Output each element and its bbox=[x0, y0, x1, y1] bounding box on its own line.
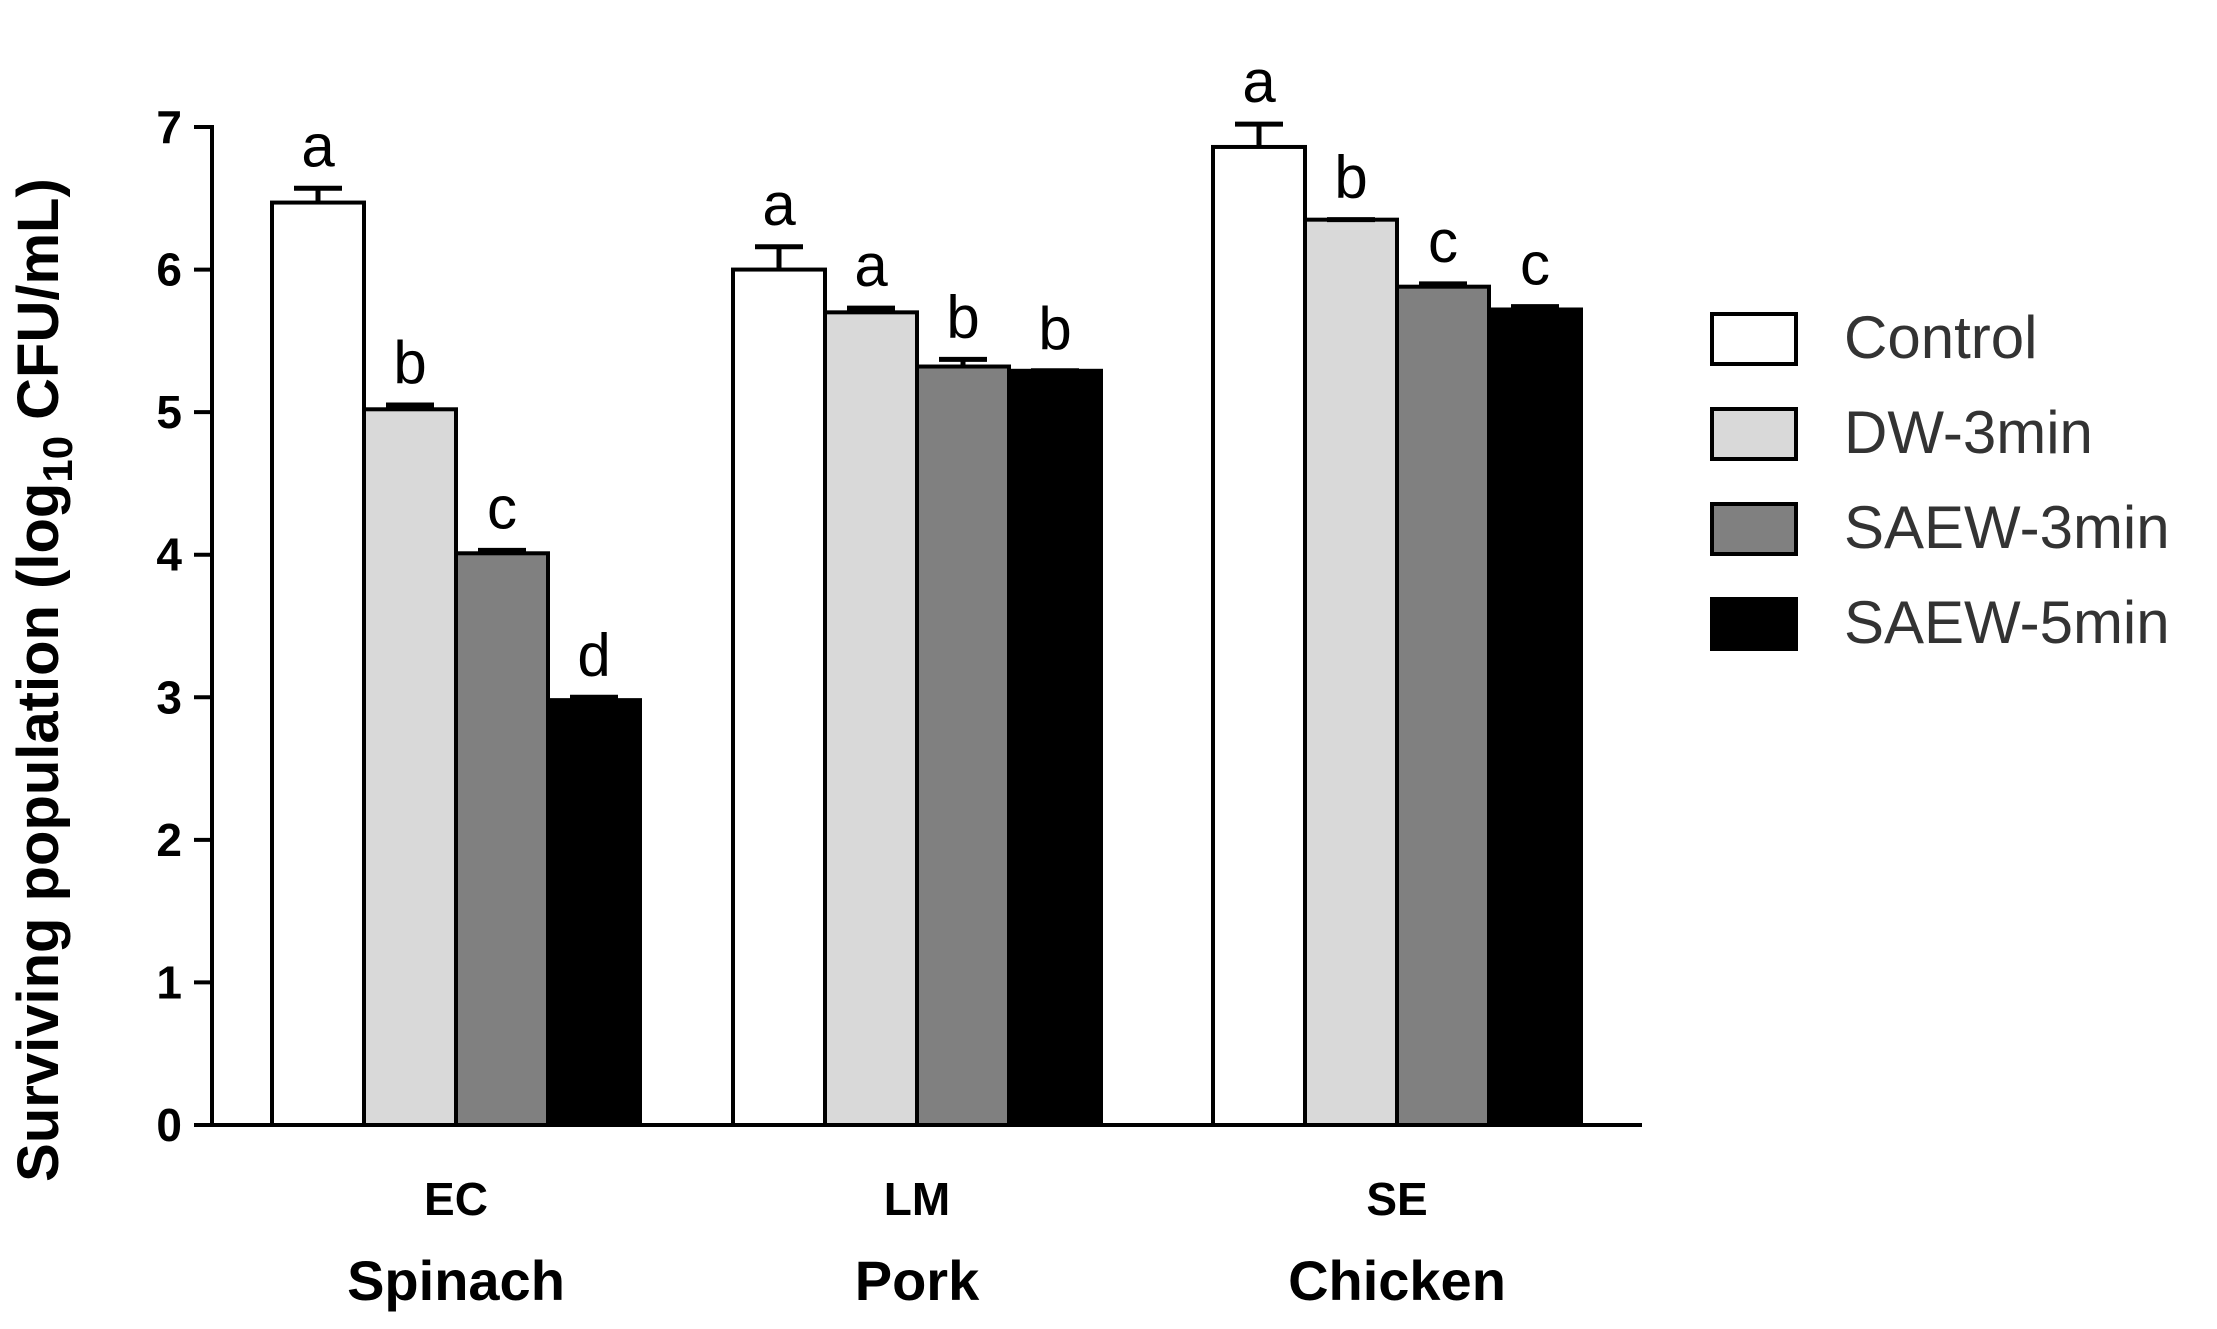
bar-ec-dw-3min bbox=[362, 407, 458, 1127]
legend-label: Control bbox=[1844, 304, 2037, 371]
y-tick-label: 6 bbox=[156, 244, 182, 296]
y-axis: 0 1 2 3 4 5 6 7 bbox=[156, 101, 214, 1151]
significance-letter: a bbox=[854, 232, 888, 299]
significance-letter: c bbox=[1520, 231, 1550, 298]
x-axis: EC Spinach LM Pork SE Chicken bbox=[212, 1123, 1642, 1312]
y-tick-label: 1 bbox=[156, 956, 182, 1008]
legend-label: SAEW-5min bbox=[1844, 589, 2170, 656]
significance-letter: b bbox=[1334, 144, 1367, 211]
y-tick-label: 2 bbox=[156, 814, 182, 866]
significance-letter: d bbox=[577, 621, 610, 688]
bar-lm-saew-5min bbox=[1007, 368, 1103, 1128]
y-tick-label: 4 bbox=[156, 529, 182, 581]
significance-letter: b bbox=[946, 283, 979, 350]
y-axis-title: Surviving population (log10 CFU/mL) bbox=[6, 178, 81, 1182]
bar-ec-saew-5min bbox=[546, 698, 642, 1127]
legend: Control DW-3min SAEW-3min SAEW-5min bbox=[1710, 304, 2170, 656]
bar-se-control bbox=[1211, 144, 1307, 1127]
x-tick-label: LM bbox=[884, 1173, 950, 1225]
legend-swatch bbox=[1710, 597, 1798, 651]
bar-lm-dw-3min bbox=[823, 310, 919, 1128]
bar-se-saew-5min bbox=[1487, 307, 1583, 1127]
legend-label: DW-3min bbox=[1844, 399, 2093, 466]
bar-ec-saew-3min bbox=[454, 551, 550, 1127]
legend-swatch bbox=[1710, 407, 1798, 461]
legend-label: SAEW-3min bbox=[1844, 494, 2170, 561]
y-tick-label: 7 bbox=[156, 101, 182, 153]
group-label: Chicken bbox=[1288, 1249, 1506, 1312]
bar-se-saew-3min bbox=[1395, 284, 1491, 1127]
bar-lm-saew-3min bbox=[915, 364, 1011, 1127]
bar-lm-control bbox=[731, 267, 827, 1128]
legend-swatch bbox=[1710, 502, 1798, 556]
group-label: Pork bbox=[855, 1249, 980, 1312]
significance-letter: b bbox=[393, 329, 426, 396]
significance-letter: b bbox=[1038, 295, 1071, 362]
bar-ec-control bbox=[270, 200, 366, 1127]
significance-letter: a bbox=[1242, 48, 1276, 115]
y-tick-label: 5 bbox=[156, 386, 182, 438]
bar-se-dw-3min bbox=[1303, 217, 1399, 1127]
x-tick-label: SE bbox=[1366, 1173, 1427, 1225]
significance-letter: a bbox=[762, 171, 796, 238]
significance-letter: a bbox=[301, 112, 335, 179]
legend-swatch bbox=[1710, 312, 1798, 366]
y-tick-label: 0 bbox=[156, 1099, 182, 1151]
group-label: Spinach bbox=[347, 1249, 565, 1312]
significance-letter: c bbox=[487, 474, 517, 541]
y-tick-label: 3 bbox=[156, 671, 182, 723]
x-tick-label: EC bbox=[424, 1173, 488, 1225]
significance-letter: c bbox=[1428, 208, 1458, 275]
